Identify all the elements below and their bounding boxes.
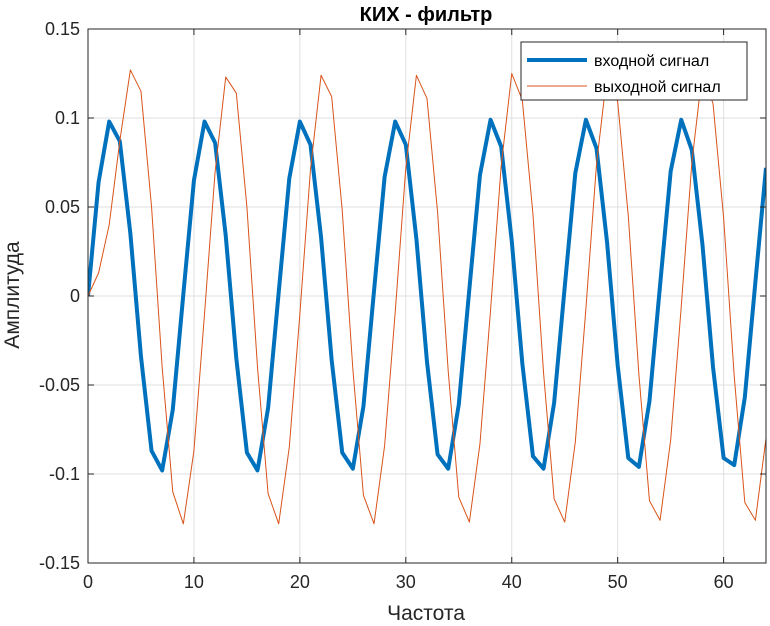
legend: входной сигнал выходной сигнал [520, 41, 748, 101]
x-tick-label: 10 [184, 572, 204, 592]
x-tick-label: 50 [608, 572, 628, 592]
y-tick-labels: -0.15 -0.1 -0.05 0 0.05 0.1 0.15 [39, 19, 80, 573]
series-layer [88, 69, 766, 525]
y-tick-label: -0.05 [39, 375, 80, 395]
plot-area [87, 28, 767, 564]
x-tick-label: 40 [502, 572, 522, 592]
y-tick-label: -0.15 [39, 553, 80, 573]
y-tick-label: 0 [70, 286, 80, 306]
x-tick-labels: 0 10 20 30 40 50 60 [83, 572, 734, 592]
series-line-input-signal [88, 117, 766, 473]
y-tick-label: 0.15 [45, 19, 80, 39]
x-axis-label: Частота [387, 602, 465, 625]
x-tick-label: 30 [396, 572, 416, 592]
x-tick-label: 60 [714, 572, 734, 592]
chart-title: КИХ - фильтр [360, 4, 493, 26]
tick-marks [87, 28, 766, 564]
y-tick-label: -0.1 [49, 464, 80, 484]
x-tick-label: 20 [290, 572, 310, 592]
series-line-output-signal [88, 69, 766, 525]
y-tick-label: 0.05 [45, 197, 80, 217]
legend-box [520, 41, 748, 101]
legend-label-input: входной сигнал [594, 53, 709, 70]
y-tick-label: 0.1 [55, 108, 80, 128]
x-tick-label: 0 [83, 572, 93, 592]
y-axis-label: Амплитуда [1, 241, 24, 349]
legend-label-output: выходной сигнал [594, 79, 721, 96]
